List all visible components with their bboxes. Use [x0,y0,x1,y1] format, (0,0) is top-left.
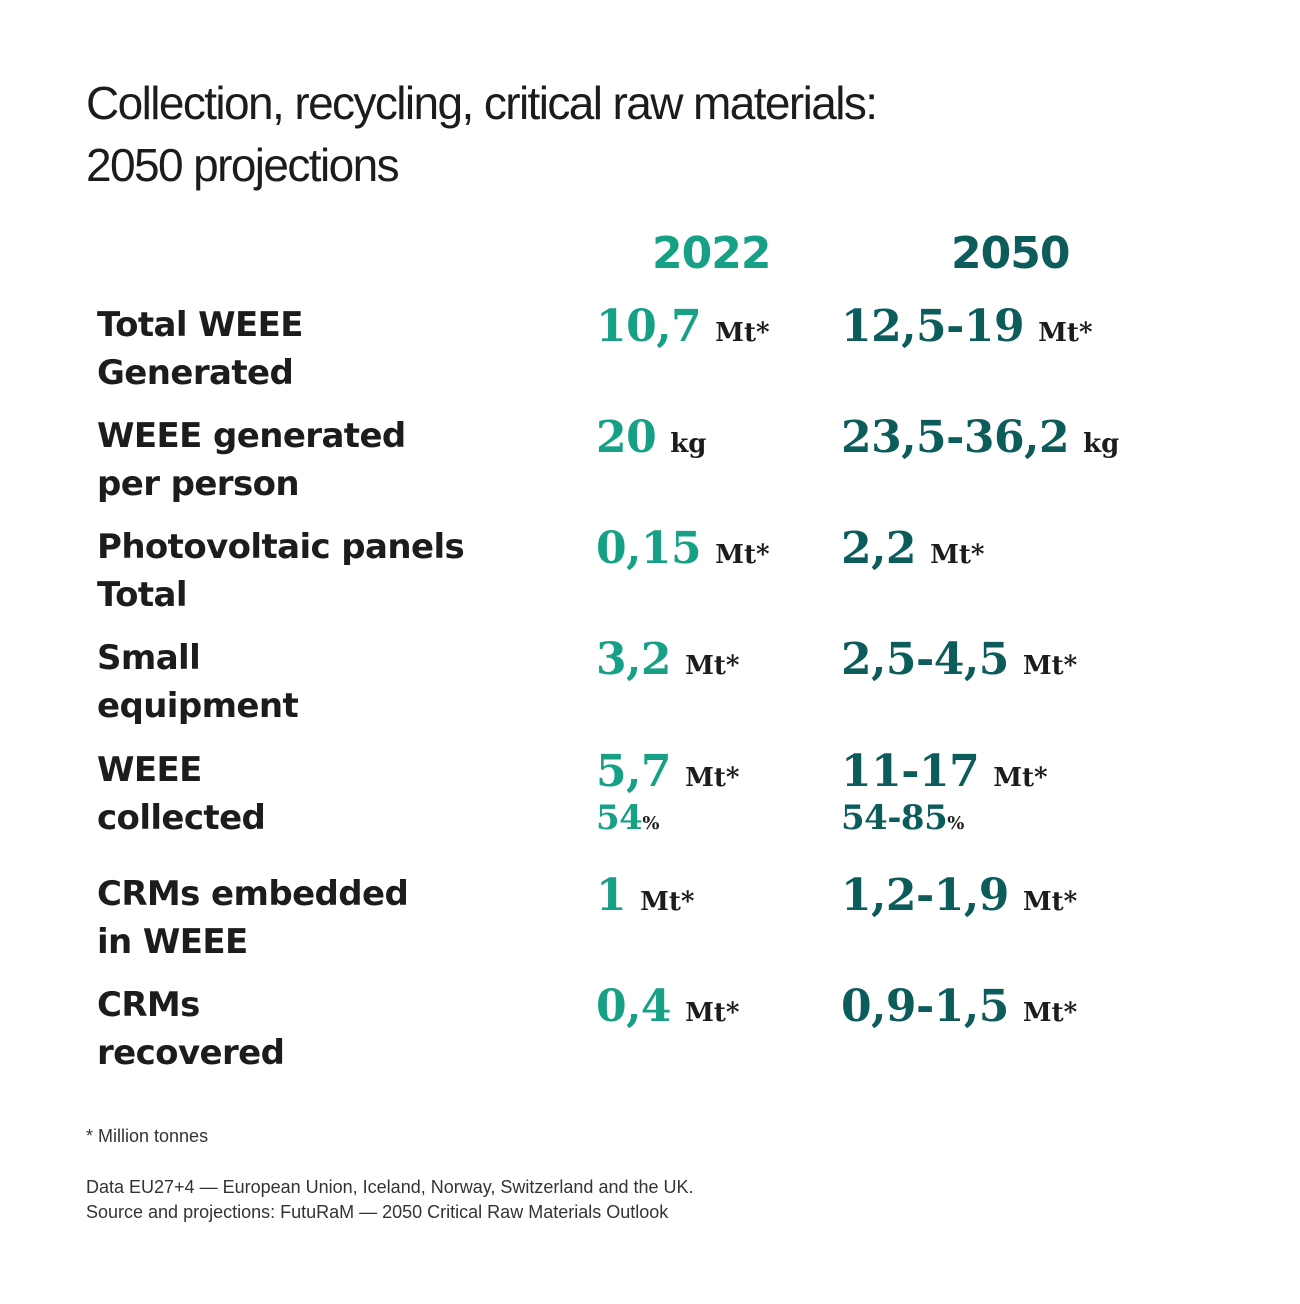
row-label-line: in WEEE [97,922,248,962]
unit-2022: Mt* [640,887,695,917]
unit-2050: kg [1083,429,1120,459]
value-cell-2022: 5,7 Mt* 54% [596,742,739,846]
row-label-line: Total [97,575,187,615]
chart-title: Collection, recycling, critical raw mate… [86,72,1186,196]
title-line-1: Collection, recycling, critical raw mate… [86,77,878,129]
value-2050: 23,5-36,2 [841,412,1070,463]
percent-sign: % [642,813,660,834]
table-row: Total WEEE Generated 10,7 Mt* 12,5-19 Mt* [0,301,1300,401]
source-note: Data EU27+4 — European Union, Iceland, N… [86,1175,694,1225]
row-label-line: Photovoltaic panels [97,527,465,567]
value-cell-2022: 20 kg [596,408,706,468]
row-label: Photovoltaic panels Total [97,523,567,619]
unit-2050: Mt* [1022,887,1078,917]
unit-2050: Mt* [1022,998,1078,1028]
unit-2022: Mt* [715,540,770,570]
value-cell-2050: 23,5-36,2 kg [841,408,1119,468]
value-cell-2050: 11-17 Mt* 54-85% [841,742,1048,846]
value-2050: 12,5-19 [841,301,1025,352]
footnote: * Million tonnes [86,1126,209,1146]
value-cell-2050: 0,9-1,5 Mt* [841,977,1077,1037]
unit-2050: Mt* [993,763,1048,793]
row-label-line: Small [97,638,201,678]
value-2022: 1 [596,870,627,921]
unit-2050: Mt* [1038,318,1093,348]
unit-2050: Mt* [1022,651,1078,681]
row-label: Small equipment [97,634,567,730]
row-label: WEEE collected [97,746,567,842]
table-row: CRMs recovered 0,4 Mt* 0,9-1,5 Mt* [0,981,1300,1081]
unit-2022: Mt* [715,318,770,348]
percent-sign: % [947,813,965,834]
percentage-2022: 54% [596,796,739,846]
value-cell-2050: 2,5-4,5 Mt* [841,630,1077,690]
value-2022: 10,7 [596,301,702,352]
unit-2022: kg [670,429,707,459]
value-2022: 3,2 [596,634,672,685]
row-label-line: per person [97,464,300,504]
row-label-line: equipment [97,686,299,726]
table-row: Small equipment 3,2 Mt* 2,5-4,5 Mt* [0,634,1300,734]
value-2050: 2,2 [841,523,917,574]
value-2050: 1,2-1,9 [841,870,1009,921]
row-label-line: CRMs embedded [97,874,409,914]
table-row: WEEE generated per person 20 kg 23,5-36,2 kg [0,412,1300,512]
row-label-line: recovered [97,1033,285,1073]
value-cell-2022: 1 Mt* [596,866,695,926]
row-label-line: Total WEEE [97,305,304,345]
row-label-line: Generated [97,353,294,393]
row-label-line: WEEE [97,750,202,790]
value-cell-2050: 1,2-1,9 Mt* [841,866,1077,926]
value-2022: 5,7 [596,746,672,797]
row-label: Total WEEE Generated [97,301,567,397]
percentage-value-2022: 54 [596,798,643,838]
source-line-2: Source and projections: FutuRaM — 2050 C… [86,1202,669,1222]
value-cell-2022: 3,2 Mt* [596,630,739,690]
column-header-2050: 2050 [951,228,1070,279]
title-line-2: 2050 projections [86,139,400,191]
value-cell-2050: 2,2 Mt* [841,519,984,579]
table-row: Photovoltaic panels Total 0,15 Mt* 2,2 Mt* [0,523,1300,623]
row-label: CRMs recovered [97,981,567,1077]
row-label: CRMs embedded in WEEE [97,870,567,966]
source-line-1: Data EU27+4 — European Union, Iceland, N… [86,1177,694,1197]
value-2022: 0,4 [596,981,672,1032]
percentage-value-2050: 54-85 [841,798,948,838]
unit-2050: Mt* [930,540,985,570]
unit-2022: Mt* [685,651,740,681]
row-label-line: collected [97,798,266,838]
value-2050: 2,5-4,5 [841,634,1009,685]
value-cell-2022: 10,7 Mt* [596,297,770,357]
value-2050: 0,9-1,5 [841,981,1009,1032]
column-header-2022: 2022 [652,228,771,279]
table-row: CRMs embedded in WEEE 1 Mt* 1,2-1,9 Mt* [0,870,1300,970]
unit-2022: Mt* [685,763,740,793]
percentage-2050: 54-85% [841,796,1048,846]
table-row: WEEE collected 5,7 Mt* 54% 11-17 Mt* 54-85% [0,746,1300,846]
value-2022: 0,15 [596,523,702,574]
row-label-line: CRMs [97,985,200,1025]
value-cell-2050: 12,5-19 Mt* [841,297,1093,357]
row-label: WEEE generated per person [97,412,567,508]
value-2022: 20 [596,412,657,463]
unit-2022: Mt* [685,998,740,1028]
value-cell-2022: 0,15 Mt* [596,519,770,579]
row-label-line: WEEE generated [97,416,406,456]
value-cell-2022: 0,4 Mt* [596,977,739,1037]
value-2050: 11-17 [841,746,980,797]
